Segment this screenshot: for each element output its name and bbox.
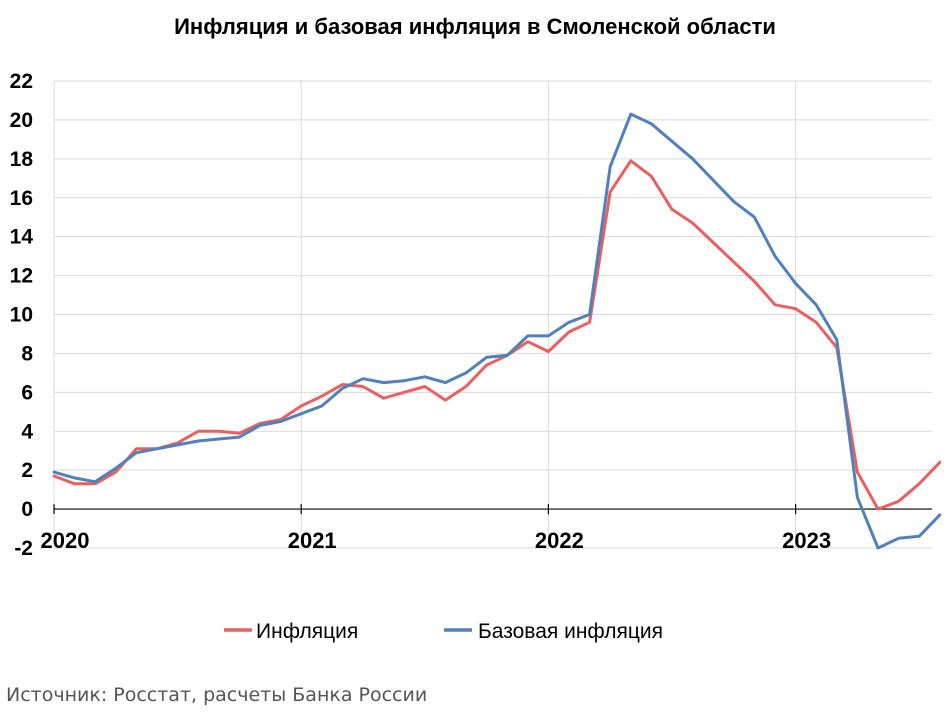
y-tick-label: 2 [21, 459, 33, 482]
x-tick-label: 2022 [535, 528, 584, 553]
legend-label: Инфляция [256, 620, 358, 643]
chart-title: Инфляция и базовая инфляция в Смоленской… [174, 14, 776, 39]
legend-label: Базовая инфляция [478, 620, 663, 643]
x-tick-label: 2020 [41, 528, 90, 553]
year-gridlines [300, 81, 797, 548]
series-line-core-inflation [52, 112, 942, 550]
source-note: Источник: Росстат, расчеты Банка России [6, 684, 428, 706]
y-tick-label: 12 [10, 265, 33, 288]
x-axis-ticks: 2020 2021 2022 2023 [41, 504, 831, 553]
y-tick-label: 0 [21, 498, 33, 521]
y-tick-label: 18 [10, 148, 34, 171]
y-tick-label: 6 [21, 381, 33, 404]
series-lines [52, 112, 942, 550]
gridlines [53, 80, 932, 549]
y-tick-label: 20 [10, 109, 33, 132]
legend: Инфляция Базовая инфляция [224, 620, 663, 643]
y-axis-ticks: -2 0 2 4 6 8 10 12 14 16 18 20 22 [10, 70, 34, 560]
y-tick-label: 4 [21, 420, 33, 443]
series-line-inflation [52, 159, 942, 511]
y-tick-label: 14 [10, 226, 34, 249]
y-tick-label: 22 [10, 70, 33, 93]
x-tick-label: 2021 [288, 528, 337, 553]
x-tick-label: 2023 [782, 528, 831, 553]
y-tick-label: 16 [10, 187, 33, 210]
y-tick-label: 10 [10, 304, 33, 327]
chart: Инфляция и базовая инфляция в Смоленской… [10, 14, 942, 643]
y-tick-label: -2 [14, 537, 33, 560]
y-tick-label: 8 [21, 342, 33, 365]
